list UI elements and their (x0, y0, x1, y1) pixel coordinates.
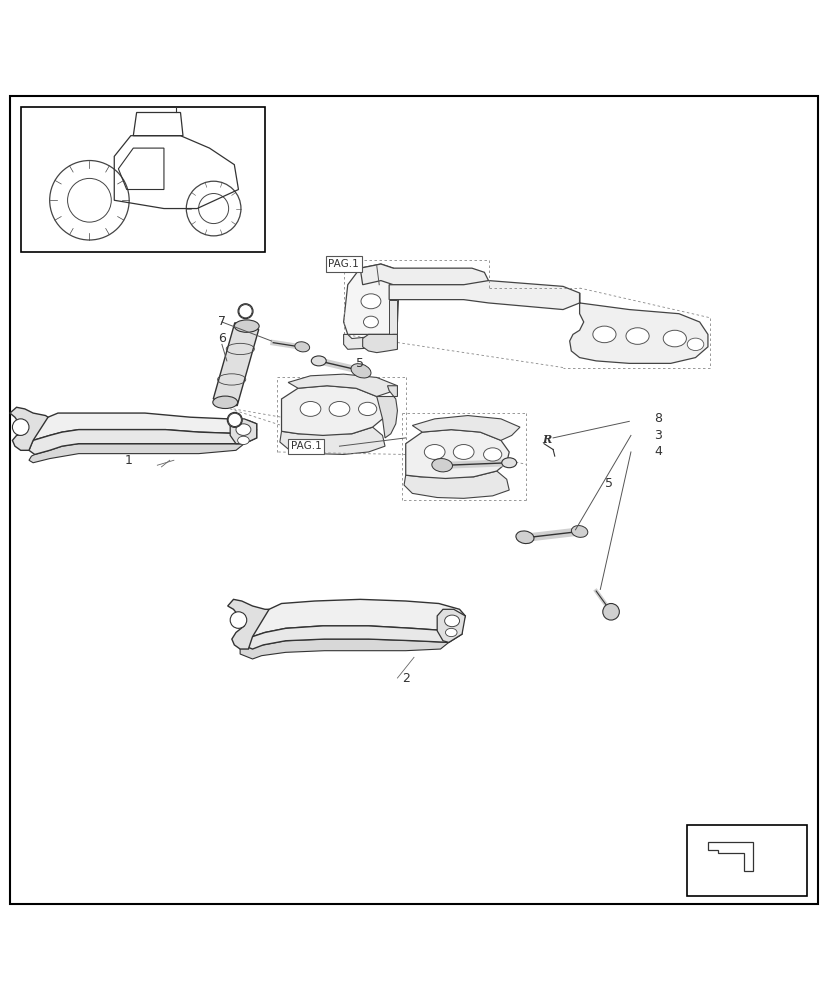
Ellipse shape (501, 458, 516, 468)
Polygon shape (437, 609, 465, 642)
Ellipse shape (444, 615, 459, 627)
Text: R: R (541, 434, 551, 445)
Ellipse shape (227, 412, 242, 427)
Ellipse shape (351, 364, 370, 378)
Ellipse shape (686, 338, 703, 351)
Text: 6: 6 (218, 332, 226, 345)
Ellipse shape (483, 448, 501, 461)
Ellipse shape (361, 294, 380, 309)
Polygon shape (389, 300, 397, 334)
Polygon shape (227, 599, 269, 649)
Polygon shape (389, 281, 579, 310)
Ellipse shape (238, 304, 253, 319)
Polygon shape (288, 374, 397, 396)
Ellipse shape (423, 445, 445, 459)
Polygon shape (29, 444, 244, 463)
Circle shape (12, 419, 29, 435)
Polygon shape (240, 639, 448, 659)
Polygon shape (343, 334, 397, 349)
Circle shape (239, 305, 252, 318)
Ellipse shape (237, 436, 249, 445)
Ellipse shape (234, 320, 259, 332)
Text: 1: 1 (124, 454, 132, 467)
Ellipse shape (363, 316, 378, 328)
Text: 3: 3 (653, 429, 662, 442)
Polygon shape (230, 419, 256, 444)
Text: PAG.1: PAG.1 (290, 441, 322, 451)
Ellipse shape (445, 628, 457, 637)
Polygon shape (569, 293, 707, 363)
Polygon shape (281, 386, 385, 435)
Polygon shape (242, 599, 465, 637)
Text: 2: 2 (401, 672, 409, 685)
Ellipse shape (592, 326, 615, 343)
Ellipse shape (515, 531, 533, 544)
Polygon shape (29, 430, 256, 454)
Text: 5: 5 (604, 477, 612, 490)
Ellipse shape (299, 401, 321, 416)
Ellipse shape (662, 330, 686, 347)
Text: 4: 4 (653, 445, 662, 458)
Circle shape (230, 612, 246, 628)
Polygon shape (10, 407, 48, 450)
Text: 5: 5 (356, 357, 364, 370)
Circle shape (228, 413, 241, 427)
Text: PAG.1: PAG.1 (327, 259, 359, 269)
Polygon shape (343, 264, 399, 334)
Ellipse shape (311, 356, 326, 366)
Polygon shape (213, 323, 258, 406)
Polygon shape (412, 416, 519, 440)
Ellipse shape (328, 401, 350, 416)
Polygon shape (376, 386, 397, 438)
Ellipse shape (213, 396, 237, 409)
Bar (21, 107, 265, 252)
Polygon shape (360, 264, 488, 285)
Ellipse shape (453, 445, 474, 459)
Polygon shape (25, 413, 256, 440)
Polygon shape (362, 334, 397, 353)
Ellipse shape (358, 402, 376, 416)
Bar (686, 825, 806, 896)
Ellipse shape (294, 342, 309, 352)
Circle shape (602, 604, 619, 620)
Polygon shape (404, 471, 509, 498)
Ellipse shape (236, 424, 251, 435)
Polygon shape (240, 624, 461, 649)
Ellipse shape (571, 526, 587, 537)
Text: 7: 7 (218, 315, 226, 328)
Ellipse shape (625, 328, 648, 344)
Polygon shape (405, 430, 509, 478)
Text: 8: 8 (653, 412, 662, 425)
Ellipse shape (432, 459, 452, 472)
Polygon shape (280, 427, 385, 454)
